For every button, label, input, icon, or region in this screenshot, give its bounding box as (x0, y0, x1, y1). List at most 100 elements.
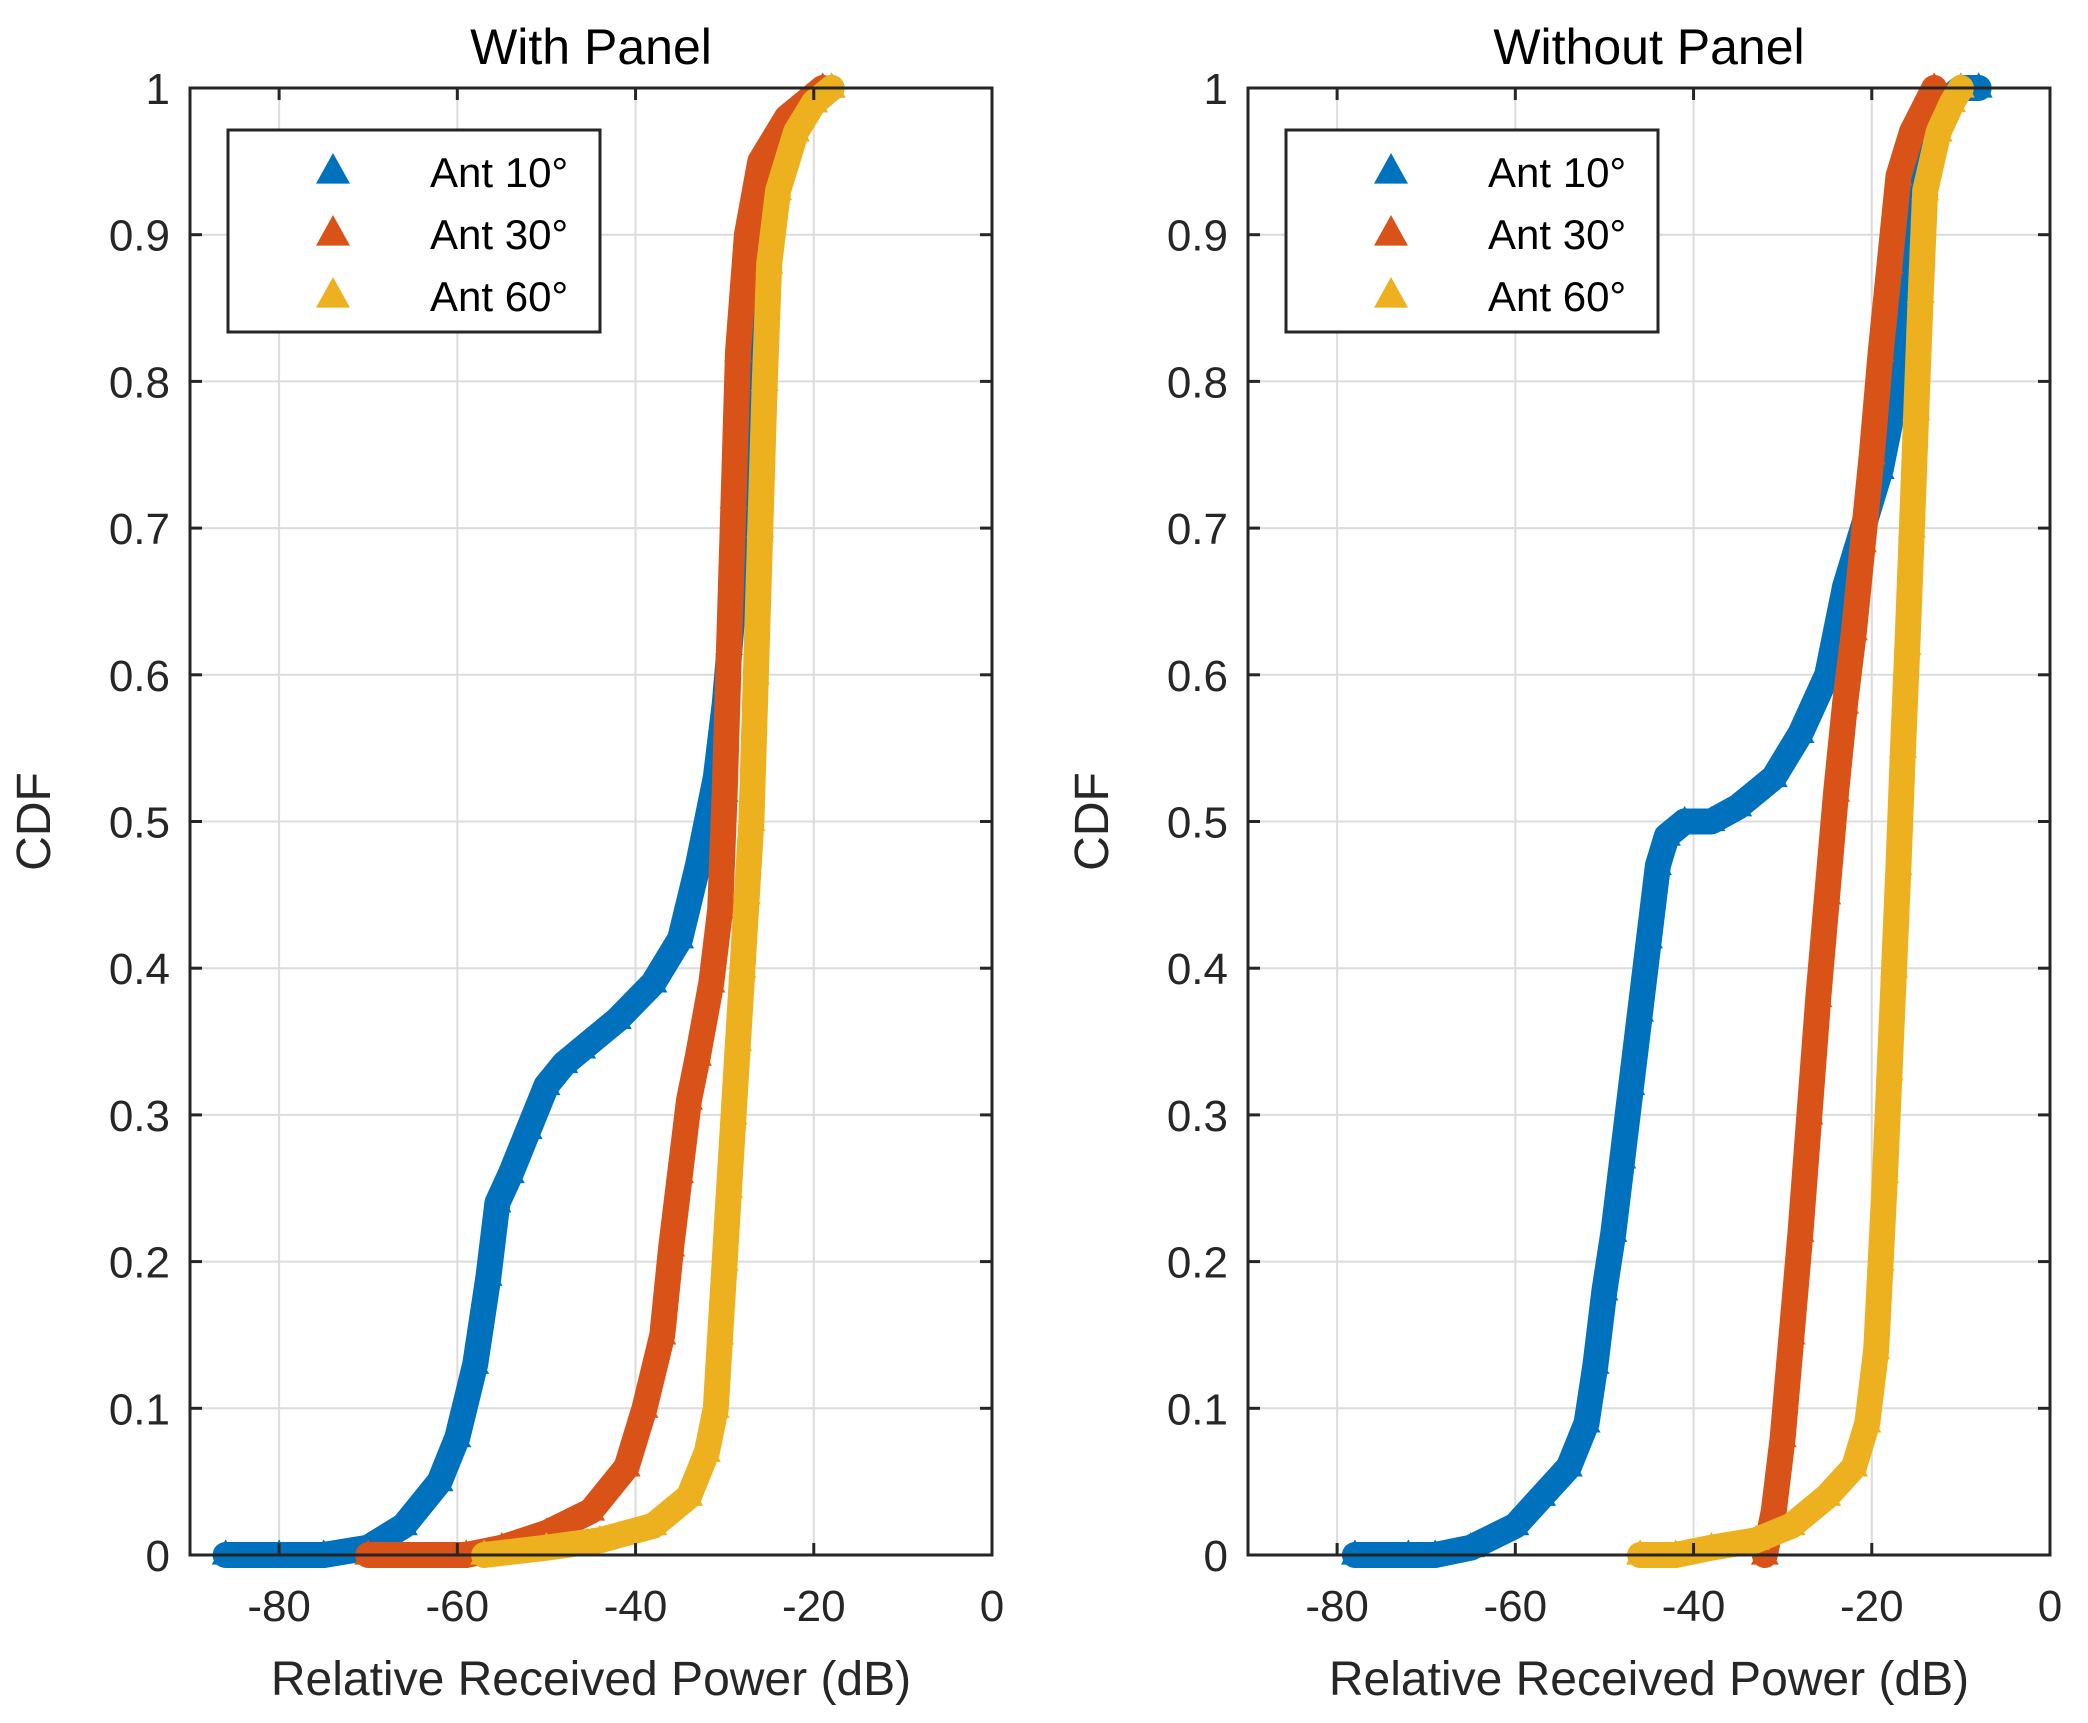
data-point-marker (1777, 1319, 1806, 1345)
x-tick-labels: -80 -60 -40 -20 0 (1305, 1582, 2062, 1631)
legend-item-ant-30: Ant 30° (316, 211, 568, 258)
data-point-marker (354, 1539, 383, 1565)
data-point-marker (1871, 1157, 1900, 1184)
y-axis-label: CDF (8, 772, 61, 871)
data-point-marker (1554, 1451, 1583, 1477)
y-tick-label: 0.3 (109, 1092, 170, 1141)
data-point-marker (683, 1040, 712, 1066)
data-point-marker (639, 1510, 668, 1536)
data-point-marker (1804, 981, 1833, 1008)
y-tick-label: 0.1 (1167, 1385, 1228, 1434)
data-point-marker (706, 1319, 735, 1345)
legend-label: Ant 60° (1488, 273, 1626, 320)
legend-item-ant-60: Ant 60° (1374, 273, 1626, 320)
data-point-marker (817, 72, 846, 98)
data-point-marker (750, 365, 779, 391)
data-point-marker (1862, 1333, 1891, 1360)
y-tick-label: 0.2 (1167, 1239, 1228, 1288)
legend-item-ant-10: Ant 10° (316, 149, 568, 196)
data-point-marker (666, 923, 695, 949)
data-point-marker (603, 1003, 632, 1030)
data-point-marker (710, 1245, 739, 1272)
data-point-marker (474, 1260, 503, 1286)
legend: Ant 10° Ant 30° Ant 60° (1284, 128, 1660, 334)
data-point-marker (648, 1319, 677, 1345)
data-point-marker (719, 483, 748, 509)
data-point-marker (1924, 116, 1953, 142)
y-tick-label: 0.6 (109, 652, 170, 701)
data-point-marker (483, 1187, 512, 1213)
data-point-marker (443, 1422, 472, 1448)
data-point-marker (755, 248, 784, 274)
y-tick-label: 0.4 (109, 945, 170, 994)
y-axis-label: CDF (1066, 772, 1119, 871)
data-point-marker (715, 1172, 744, 1198)
chart-without-panel: -80 -60 -40 -20 0 00.10.20.30.40.50.60.70.80… (1066, 19, 2062, 1706)
y-tick-label: 0.8 (109, 358, 170, 407)
data-point-marker (1866, 1245, 1895, 1272)
data-point-marker (1661, 1539, 1690, 1565)
chart-title: With Panel (470, 19, 712, 75)
data-point-marker (1897, 512, 1926, 538)
triangle-marker-icon (316, 215, 350, 246)
x-tick-label: -40 (1662, 1582, 1726, 1631)
data-point-marker (1839, 1451, 1868, 1477)
axis-ticks (190, 86, 994, 1557)
x-tick-label: 0 (2038, 1582, 2062, 1631)
data-point-marker (1902, 395, 1931, 421)
triangle-marker-icon (316, 153, 350, 184)
data-point-marker (1795, 1099, 1824, 1125)
triangle-marker-icon (1374, 215, 1408, 246)
series-ant-30 (1750, 72, 1949, 1568)
data-point-marker (1813, 1480, 1842, 1506)
data-point-marker (1786, 1216, 1815, 1242)
y-tick-label: 0.7 (109, 505, 170, 554)
data-point-marker (1670, 805, 1699, 832)
data-point-marker (1866, 336, 1895, 362)
data-point-marker (425, 1466, 454, 1492)
data-point-marker (461, 1348, 490, 1374)
data-point-marker (1394, 1539, 1423, 1565)
x-tick-label: -60 (426, 1582, 490, 1631)
data-point-marker (741, 659, 770, 685)
data-point-marker (1572, 1407, 1601, 1433)
data-point-marker (1839, 615, 1868, 641)
y-tick-label: 0.8 (1167, 358, 1228, 407)
data-point-marker (532, 1532, 561, 1558)
y-tick-label: 1 (146, 65, 170, 114)
y-tick-label: 0.4 (1167, 945, 1228, 994)
legend-label: Ant 60° (430, 273, 568, 320)
data-point-marker (1581, 1348, 1610, 1374)
data-point-marker (746, 145, 775, 171)
data-point-marker (675, 1084, 704, 1110)
data-point-marker (630, 1392, 659, 1418)
axis-ticks (1248, 86, 2052, 1557)
data-point-marker (737, 805, 766, 832)
legend-label: Ant 30° (1488, 211, 1626, 258)
data-point-marker (1786, 717, 1815, 744)
legend: Ant 10° Ant 30° Ant 60° (226, 128, 602, 334)
data-point-marker (1617, 1069, 1646, 1096)
data-point-marker (1875, 1055, 1904, 1081)
legend-label: Ant 10° (430, 149, 568, 196)
data-point-marker (1608, 1143, 1637, 1169)
data-point-marker (1853, 1407, 1882, 1433)
data-point-marker (692, 1436, 721, 1462)
y-tick-label: 0.7 (1167, 505, 1228, 554)
data-point-marker (585, 1524, 614, 1550)
y-tick-label: 0.2 (109, 1239, 170, 1288)
x-tick-label: -20 (1840, 1582, 1904, 1631)
data-point-marker (1848, 527, 1877, 553)
data-point-marker (710, 776, 739, 802)
data-point-marker (1652, 820, 1681, 846)
data-point-marker (1911, 175, 1940, 201)
chart-with-panel: -80 -60 -40 -20 0 00.10.20.30.40.50.60.70.80… (8, 19, 1004, 1706)
x-tick-labels: -80 -60 -40 -20 0 (247, 1582, 1004, 1631)
data-point-marker (1643, 849, 1672, 876)
y-tick-labels: 0 0.1 0.2 0.3 0.4 0.5 0.6 0.7 0.8 0.9 1 (109, 65, 170, 1581)
data-point-marker (1857, 439, 1886, 465)
data-point-marker (550, 1047, 579, 1074)
data-point-marker (1590, 1275, 1619, 1301)
series-ant-60 (470, 72, 846, 1568)
